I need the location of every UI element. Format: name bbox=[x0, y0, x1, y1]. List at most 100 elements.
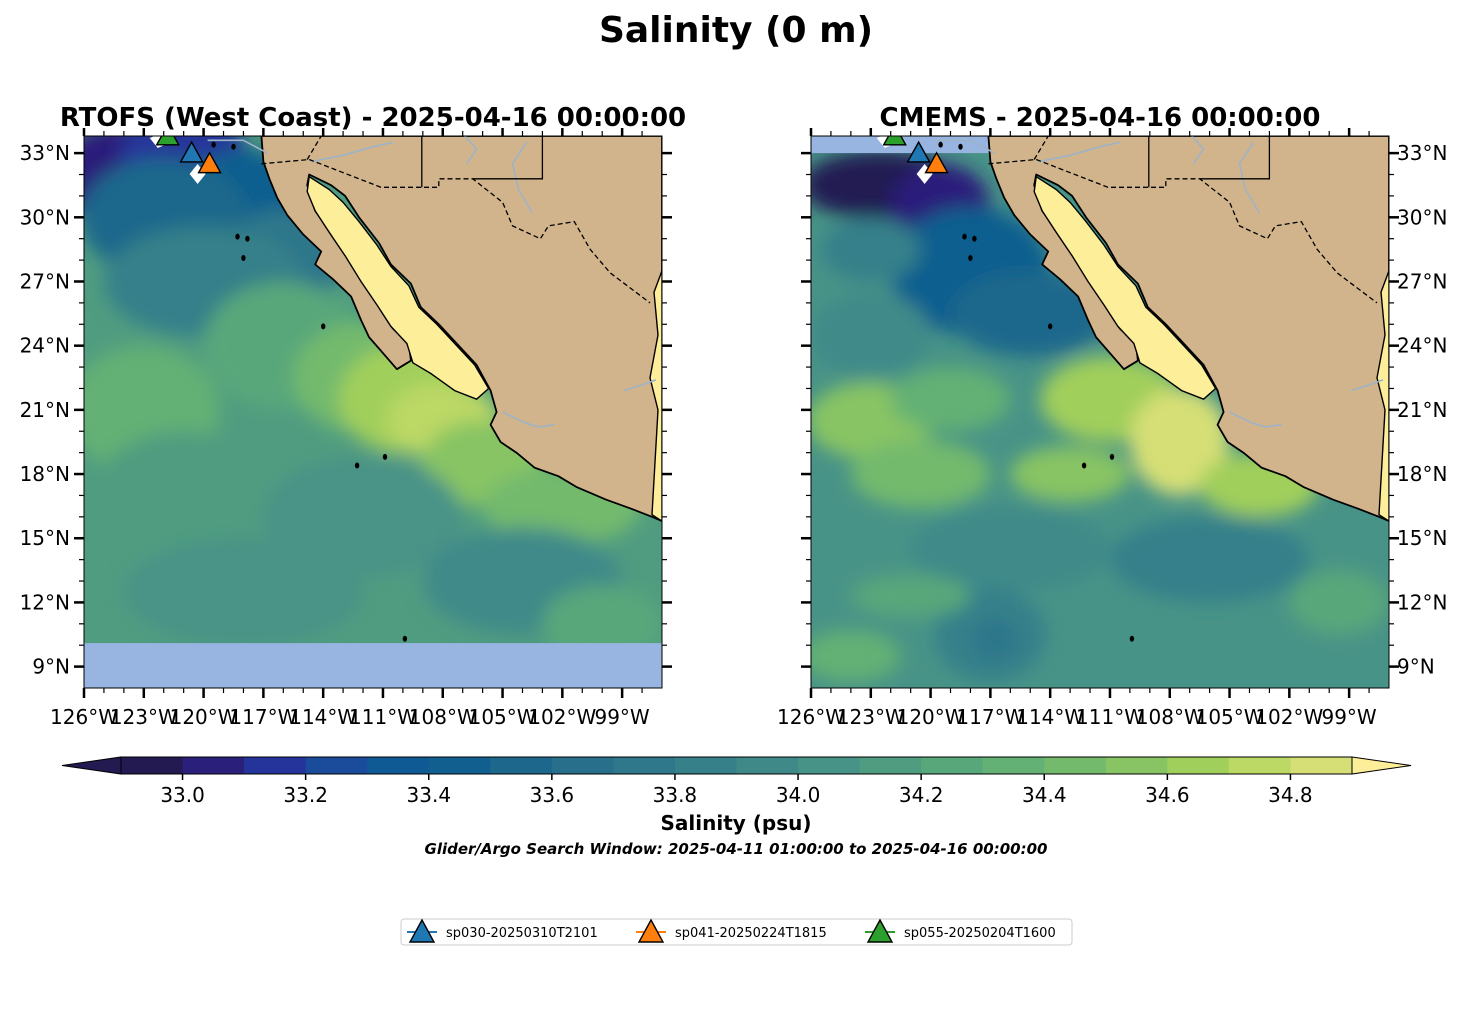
island bbox=[1048, 323, 1053, 330]
colorbar-segment bbox=[1044, 757, 1107, 774]
glider-marker bbox=[179, 140, 204, 163]
lon-tick-label: 123°W bbox=[837, 705, 905, 729]
lon-tick-label: 111°W bbox=[1076, 705, 1144, 729]
lat-tick-label: 33°N bbox=[20, 141, 70, 165]
lon-tick-label: 108°W bbox=[409, 705, 477, 729]
colorbar-segment bbox=[1228, 757, 1292, 774]
salinity-eddy bbox=[123, 538, 364, 646]
island bbox=[235, 233, 240, 240]
salinity-eddy bbox=[970, 617, 1019, 661]
river-line bbox=[311, 141, 394, 163]
no-data-band bbox=[84, 643, 662, 688]
lon-tick-label: 99°W bbox=[1321, 705, 1376, 729]
colorbar-over-extend bbox=[1351, 756, 1412, 775]
colorbar-segment bbox=[613, 757, 676, 774]
glider-marker bbox=[155, 136, 180, 146]
country-border bbox=[261, 158, 651, 304]
river-line bbox=[511, 141, 534, 214]
lon-tick-label: 105°W bbox=[1196, 705, 1264, 729]
state-border bbox=[1199, 136, 1271, 180]
island bbox=[245, 235, 250, 242]
lon-tick-label: 99°W bbox=[594, 705, 649, 729]
salinity-eddy bbox=[811, 292, 931, 378]
lon-tick-label: 117°W bbox=[229, 705, 297, 729]
salinity-eddy bbox=[890, 367, 1011, 432]
map-frame bbox=[83, 135, 663, 689]
legend-frame bbox=[400, 918, 1073, 946]
gulf-of-california bbox=[306, 175, 490, 401]
island bbox=[962, 233, 967, 240]
colorbar-segment bbox=[428, 757, 491, 774]
salinity-eddy bbox=[950, 270, 1110, 357]
gulf-of-mexico-edge bbox=[649, 270, 662, 522]
mexico-land bbox=[987, 136, 1389, 522]
legend-marker bbox=[637, 918, 665, 943]
colorbar-segment bbox=[1105, 757, 1168, 774]
state-border bbox=[472, 136, 544, 180]
lon-tick-label: 120°W bbox=[897, 705, 965, 729]
island bbox=[968, 255, 973, 261]
colorbar-tick-label: 34.4 bbox=[1022, 783, 1067, 807]
glider-marker bbox=[197, 151, 222, 174]
colorbar-segment bbox=[921, 757, 984, 774]
mexico-land bbox=[260, 136, 662, 522]
lon-tick-label: 117°W bbox=[956, 705, 1024, 729]
salinity-eddy bbox=[811, 630, 901, 682]
colorbar-segment bbox=[674, 757, 738, 774]
country-border bbox=[1033, 136, 1049, 160]
lat-tick-label: 24°N bbox=[20, 334, 70, 358]
colorbar-segment bbox=[305, 757, 368, 774]
lat-tick-label: 21°N bbox=[1397, 398, 1447, 422]
salinity-eddy bbox=[1010, 446, 1130, 502]
figure-suptitle: Salinity (0 m) bbox=[599, 10, 873, 51]
lat-tick-label: 12°N bbox=[20, 590, 70, 614]
colorbar-frame bbox=[120, 756, 1353, 775]
island bbox=[402, 635, 408, 642]
colorbar-tick-label: 34.0 bbox=[776, 783, 821, 807]
legend-entry-label: sp055-20250204T1600 bbox=[904, 926, 1056, 941]
colorbar-label: Salinity (psu) bbox=[660, 811, 811, 835]
lon-tick-label: 114°W bbox=[1016, 705, 1084, 729]
colorbar-tick-label: 34.6 bbox=[1145, 783, 1190, 807]
river-line bbox=[502, 411, 555, 428]
salinity-eddy bbox=[1289, 570, 1389, 635]
salinity-eddy bbox=[850, 439, 991, 509]
panel-cmems-title: CMEMS - 2025-04-16 00:00:00 bbox=[880, 103, 1321, 133]
legend-entry-label: sp030-20250310T2101 bbox=[446, 926, 598, 941]
island bbox=[211, 141, 216, 148]
lat-tick-label: 12°N bbox=[1397, 590, 1447, 614]
lat-tick-label: 30°N bbox=[1397, 205, 1447, 229]
glider-legend: sp030-20250310T2101 sp041-20250224T1815 sp… bbox=[400, 918, 1073, 946]
lat-tick-label: 27°N bbox=[20, 270, 70, 294]
lon-tick-label: 111°W bbox=[349, 705, 417, 729]
colorbar-tick-label: 33.8 bbox=[653, 783, 698, 807]
salinity-field bbox=[811, 151, 1389, 682]
river-line bbox=[623, 379, 657, 392]
lat-tick-label: 18°N bbox=[20, 462, 70, 486]
salinity-eddy bbox=[94, 431, 274, 560]
colorbar-segment bbox=[982, 757, 1045, 774]
colorbar-segment bbox=[859, 757, 922, 774]
river-line bbox=[1038, 141, 1121, 163]
colorbar-segment bbox=[182, 757, 245, 774]
lat-tick-label: 15°N bbox=[1397, 526, 1447, 550]
lat-tick-label: 27°N bbox=[1397, 270, 1447, 294]
map-panel-rtofs: 126°W123°W120°W117°W114°W111°W108°W105°W… bbox=[20, 128, 672, 729]
salinity-colorbar: 33.0 33.2 33.4 33.6 33.8 34.0 34.2 34.4 34.6 34.8 bbox=[61, 756, 1412, 807]
river-line bbox=[1350, 379, 1384, 392]
map-axes: 126°W123°W120°W117°W114°W111°W108°W105°W… bbox=[20, 128, 672, 729]
colorbar-segment bbox=[367, 757, 430, 774]
colorbar-segment bbox=[1290, 757, 1353, 774]
colorbar-segment bbox=[798, 757, 861, 774]
colorbar-segment bbox=[490, 757, 553, 774]
map-panel-cmems: 126°W123°W120°W117°W114°W111°W108°W105°W… bbox=[777, 128, 1447, 729]
country-border bbox=[306, 136, 322, 160]
glider-marker bbox=[924, 151, 949, 174]
legend-entry-label: sp041-20250224T1815 bbox=[675, 926, 827, 941]
salinity-field bbox=[84, 136, 662, 663]
salinity-eddy bbox=[850, 574, 971, 618]
panel-rtofs-title: RTOFS (West Coast) - 2025-04-16 00:00:00 bbox=[60, 103, 686, 133]
lon-tick-label: 108°W bbox=[1136, 705, 1204, 729]
colorbar-under-extend bbox=[61, 756, 122, 775]
gulf-of-mexico-edge bbox=[1376, 270, 1389, 522]
